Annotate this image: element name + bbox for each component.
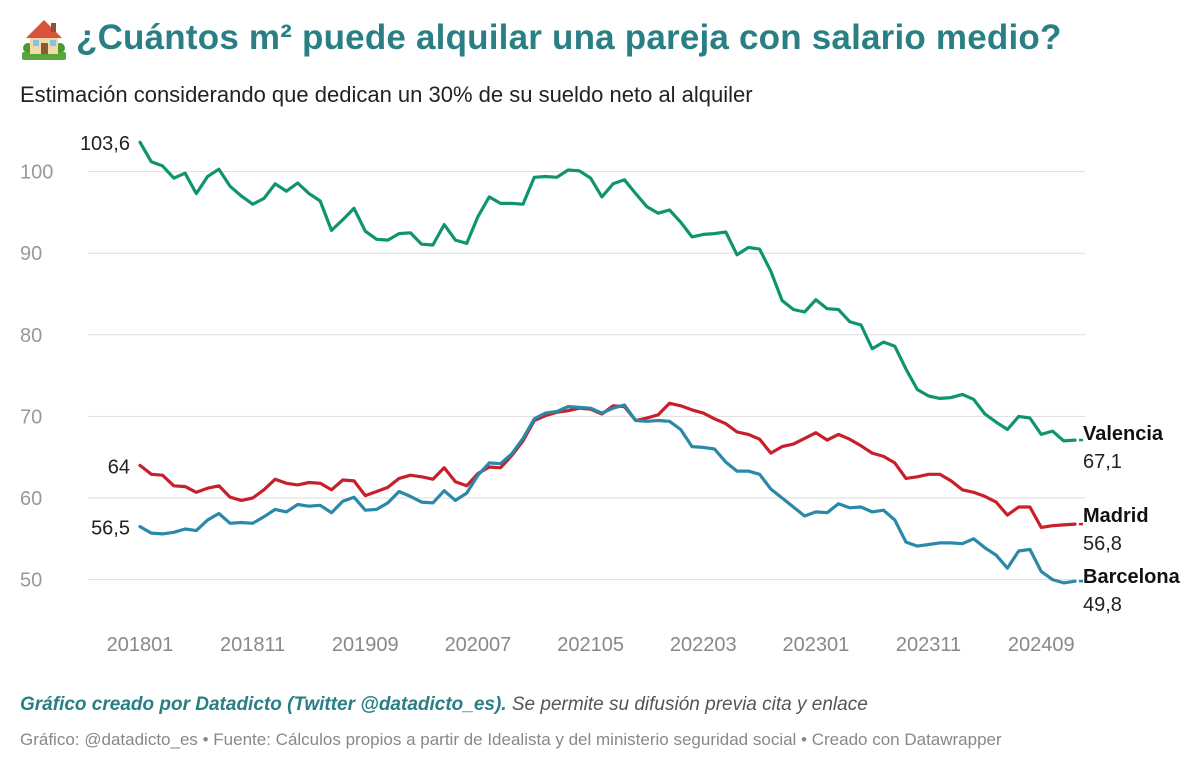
- series-line-barcelona: [138, 403, 1077, 585]
- x-tick-label: 201801: [107, 634, 174, 656]
- x-tick-label: 201811: [220, 634, 285, 656]
- grid-layer: [88, 171, 1085, 581]
- series-name-barcelona: Barcelona: [1083, 566, 1181, 588]
- series-name-madrid: Madrid: [1083, 505, 1149, 527]
- x-tick-label: 202409: [1008, 634, 1075, 656]
- footer-source: Gráfico: @datadicto_es • Fuente: Cálculo…: [20, 730, 1002, 749]
- y-tick-label: 80: [20, 325, 42, 347]
- y-axis-ticks: 50 60 70 80 90 100: [20, 162, 53, 592]
- start-label-valencia: 103,6: [80, 133, 130, 155]
- x-tick-label: 202007: [445, 634, 512, 656]
- y-tick-label: 100: [20, 162, 53, 184]
- x-tick-label: 202203: [670, 634, 737, 656]
- x-tick-label: 202301: [783, 634, 850, 656]
- page-subtitle: Estimación considerando que dedican un 3…: [20, 82, 753, 107]
- start-label-madrid: 64: [108, 456, 130, 478]
- end-label-valencia: 67,1: [1083, 451, 1122, 473]
- credit-note: Se permite su difusión previa cita y enl…: [506, 694, 868, 715]
- y-tick-label: 70: [20, 406, 42, 428]
- house-with-garden-icon: [22, 20, 66, 60]
- start-label-barcelona: 56,5: [91, 518, 130, 540]
- x-axis-ticks: 201801 201811 201909 202007 202105 202203 2023…: [107, 634, 1075, 656]
- end-label-madrid: 56,8: [1083, 533, 1122, 555]
- y-tick-label: 50: [20, 570, 42, 592]
- x-tick-label: 202311: [896, 634, 961, 656]
- series-layer: [138, 140, 1083, 585]
- footer-credit: Gráfico creado por Datadicto (Twitter @d…: [20, 694, 868, 716]
- y-tick-label: 90: [20, 243, 42, 265]
- title-row: ¿Cuántos m² puede alquilar una pareja co…: [20, 14, 1062, 62]
- y-tick-label: 60: [20, 488, 42, 510]
- page-title: ¿Cuántos m² puede alquilar una pareja co…: [76, 18, 1062, 57]
- x-tick-label: 202105: [557, 634, 624, 656]
- x-tick-label: 201909: [332, 634, 399, 656]
- series-line-madrid: [138, 401, 1077, 529]
- series-line-valencia: [138, 140, 1077, 443]
- series-name-valencia: Valencia: [1083, 423, 1164, 445]
- label-layer: 103,6 Valencia 67,1 64 Madrid 56,8 56,5 Barcelo…: [80, 133, 1181, 616]
- end-label-barcelona: 49,8: [1083, 594, 1122, 616]
- credit-author: Gráfico creado por Datadicto (Twitter @d…: [20, 694, 507, 715]
